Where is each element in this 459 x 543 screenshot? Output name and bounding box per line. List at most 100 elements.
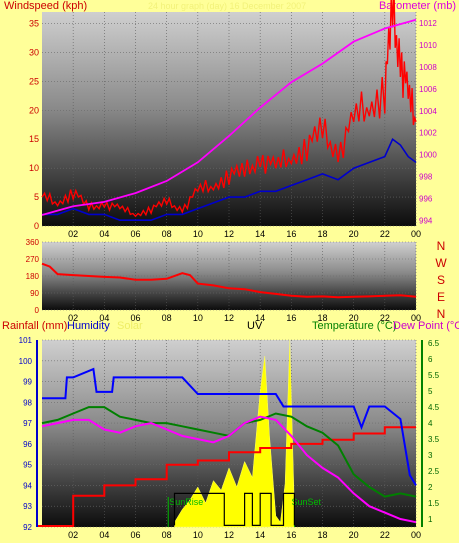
direction-x-tick-20: 20	[349, 313, 359, 323]
temperature-y-tick: 4.5	[428, 403, 440, 412]
direction-x-tick-22: 22	[380, 313, 390, 323]
wind-y-tick: 30	[29, 47, 39, 57]
compass-labels: N W S E N	[433, 238, 449, 323]
climate-x-tick-08: 08	[162, 530, 172, 540]
temperature-y-tick: 1.5	[428, 499, 440, 508]
climate-x-tick-02: 02	[68, 530, 78, 540]
wind-y-tick: 25	[29, 76, 39, 86]
barometer-y-tick: 1010	[419, 41, 437, 50]
uv-axis-title: UV	[247, 320, 263, 332]
barometer-y-tick: 998	[419, 173, 433, 182]
rainfall-series	[42, 426, 416, 527]
climate-x-tick-14: 14	[255, 530, 265, 540]
wind-x-tick-10: 10	[193, 229, 203, 239]
humidity-y-tick: 96	[23, 440, 32, 449]
compass-e: E	[436, 290, 445, 304]
humidity-y-tick: 94	[23, 481, 32, 490]
humidity-y-tick: 97	[23, 419, 32, 428]
wind-y-tick: 5	[34, 192, 39, 202]
dewpoint-axis-title: Dew Point (°C)	[393, 320, 459, 332]
humidity-y-tick: 98	[23, 398, 32, 407]
direction-x-tick-16: 16	[286, 313, 296, 323]
wind-y-tick: 10	[29, 163, 39, 173]
humidity-y-tick: 99	[23, 378, 32, 387]
wind-speed-series	[41, 0, 417, 218]
wind-x-tick-00: 00	[411, 229, 421, 239]
direction-x-tick-10: 10	[193, 313, 203, 323]
sunrise-label: SunRise	[169, 497, 203, 507]
wind-x-tick-20: 20	[349, 229, 359, 239]
wind-x-tick-12: 12	[224, 229, 234, 239]
climate-x-tick-22: 22	[380, 530, 390, 540]
humidity-y-tick: 101	[19, 336, 33, 345]
humidity-y-tick: 95	[23, 461, 32, 470]
direction-y-tick: 90	[30, 289, 39, 298]
uv-series	[173, 492, 295, 527]
temperature-y-tick: 5	[428, 387, 433, 396]
wind-gust-series	[42, 137, 417, 221]
direction-y-tick: 360	[26, 238, 40, 247]
wind-x-tick-22: 22	[380, 229, 390, 239]
dewpoint-series	[41, 415, 417, 524]
climate-x-tick-18: 18	[317, 530, 327, 540]
barometer-y-tick: 994	[419, 217, 433, 226]
direction-x-tick-02: 02	[68, 313, 78, 323]
climate-x-tick-04: 04	[99, 530, 109, 540]
compass-n: N	[436, 239, 446, 253]
barometer-y-tick: 1004	[419, 107, 437, 116]
temperature-y-tick: 2.5	[428, 467, 440, 476]
direction-x-tick-00: 00	[411, 313, 421, 323]
barometer-y-tick: 1012	[419, 19, 437, 28]
temperature-axis-title: Temperature (°C)	[312, 320, 397, 332]
direction-y-tick: 180	[26, 272, 40, 281]
wind-y-tick: 35	[29, 19, 39, 29]
humidity-y-tick: 93	[23, 502, 32, 511]
humidity-y-tick: 92	[23, 523, 32, 532]
barometer-y-tick: 1002	[419, 129, 437, 138]
temperature-y-tick: 3.5	[428, 435, 440, 444]
climate-x-tick-00: 00	[411, 530, 421, 540]
barometer-y-tick: 1006	[419, 85, 437, 94]
compass-n2: N	[436, 307, 446, 321]
compass-s: S	[436, 273, 445, 287]
temperature-y-tick: 3	[428, 451, 433, 460]
windspeed-axis-title: Windspeed (kph)	[4, 0, 88, 12]
wind-x-tick-16: 16	[286, 229, 296, 239]
wind-plot-area	[42, 12, 416, 226]
rainfall-axis-title: Rainfall (mm)	[2, 320, 68, 332]
direction-x-tick-18: 18	[317, 313, 327, 323]
barometer-y-tick: 1008	[419, 63, 437, 72]
chart-title: 24 hour graph (day) 16 December 2007	[148, 1, 307, 11]
humidity-axis-title: Humidity	[67, 320, 110, 332]
wind-x-tick-06: 06	[130, 229, 140, 239]
climate-x-tick-16: 16	[286, 530, 296, 540]
humidity-series	[42, 367, 417, 486]
temperature-y-tick: 2	[428, 483, 433, 492]
wind-y-tick: 0	[34, 221, 39, 231]
wind-x-tick-02: 02	[68, 229, 78, 239]
climate-x-tick-20: 20	[349, 530, 359, 540]
wind-y-tick: 15	[29, 134, 39, 144]
temperature-y-tick: 1	[428, 515, 433, 524]
temperature-y-tick: 4	[428, 419, 433, 428]
wind-direction-series	[41, 262, 417, 299]
barometer-y-tick: 996	[419, 195, 433, 204]
direction-x-tick-12: 12	[224, 313, 234, 323]
direction-x-tick-06: 06	[130, 313, 140, 323]
direction-y-tick: 270	[26, 255, 40, 264]
wind-x-tick-08: 08	[162, 229, 172, 239]
direction-x-tick-14: 14	[255, 313, 265, 323]
barometer-y-tick: 1000	[419, 151, 437, 160]
wind-y-tick: 20	[29, 105, 39, 115]
temperature-y-tick: 6.5	[428, 339, 440, 348]
direction-x-tick-04: 04	[99, 313, 109, 323]
direction-x-tick-08: 08	[162, 313, 172, 323]
wind-x-tick-04: 04	[99, 229, 109, 239]
direction-y-tick: 0	[35, 306, 40, 315]
barometer-series	[41, 18, 417, 216]
wind-x-tick-14: 14	[255, 229, 265, 239]
climate-x-tick-12: 12	[224, 530, 234, 540]
temperature-y-tick: 6	[428, 355, 433, 364]
